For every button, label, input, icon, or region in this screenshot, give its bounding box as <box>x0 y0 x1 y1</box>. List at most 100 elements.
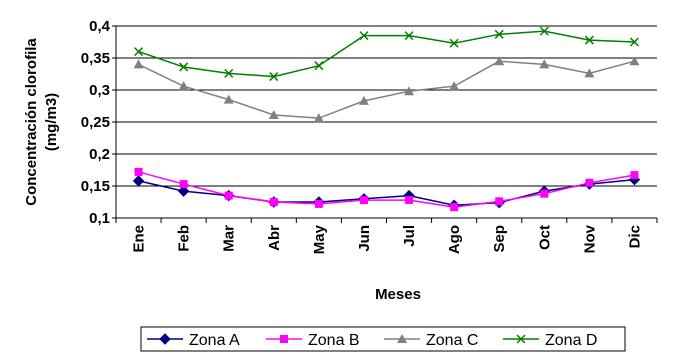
marker-stroke <box>584 35 594 45</box>
data-point <box>630 171 639 180</box>
series-group <box>132 26 641 212</box>
series-zona-b <box>134 167 639 212</box>
data-point <box>134 167 143 176</box>
data-point <box>404 31 414 41</box>
legend-box <box>140 326 626 352</box>
data-point <box>585 178 594 187</box>
marker-stroke <box>224 68 234 78</box>
marker-stroke <box>179 62 189 72</box>
x-tick-label: Nov <box>581 224 598 253</box>
x-axis-title: Meses <box>375 286 421 303</box>
data-point <box>584 68 595 78</box>
marker-stroke <box>449 38 459 48</box>
x-tick-label: Dic <box>626 225 643 248</box>
data-point <box>404 86 415 96</box>
x-tick-label: Mar <box>221 225 238 252</box>
x-tick-label: Sep <box>491 225 508 253</box>
y-tick-label: 0,1 <box>89 210 110 227</box>
series-zona-d <box>134 26 639 82</box>
data-point <box>177 185 190 197</box>
data-point <box>540 189 549 198</box>
axes <box>112 25 658 223</box>
data-point <box>494 29 504 39</box>
marker-stroke <box>314 61 324 71</box>
y-axis-title-line2: (mg/m3) <box>43 93 60 151</box>
data-point <box>494 56 505 66</box>
series-line <box>138 171 635 208</box>
y-tick-label: 0,15 <box>81 178 110 195</box>
data-point <box>359 196 368 205</box>
x-tick-label: May <box>311 224 328 254</box>
x-tick-label: Jun <box>356 225 373 252</box>
y-tick-label: 0,25 <box>81 114 110 131</box>
marker-stroke <box>404 31 414 41</box>
data-point <box>539 26 549 36</box>
data-point <box>629 56 640 66</box>
y-tick-label: 0,35 <box>81 50 110 67</box>
data-point <box>405 196 414 205</box>
legend-marker <box>397 334 407 343</box>
marker-stroke <box>134 47 144 57</box>
marker-stroke <box>539 26 549 36</box>
x-tick-label: Abr <box>266 225 283 251</box>
x-tick-label: Oct <box>536 225 553 250</box>
gridlines <box>116 25 657 187</box>
data-point <box>179 180 188 189</box>
legend-entry: Zona D <box>503 332 597 349</box>
series-zona-c <box>133 56 640 123</box>
series-zona-a <box>132 173 641 211</box>
data-point <box>629 37 639 47</box>
marker-stroke <box>629 37 639 47</box>
y-tick-labels: 0,1 0,15 0,2 0,25 0,3 0,35 0,4 <box>81 18 111 227</box>
legend-label: Zona C <box>426 332 478 349</box>
data-point <box>134 47 144 57</box>
series-line <box>138 60 635 119</box>
legend-label: Zona A <box>189 332 240 349</box>
data-point <box>132 175 145 187</box>
data-point <box>269 198 278 206</box>
y-tick-label: 0,3 <box>89 82 110 99</box>
x-tick-label: Feb <box>176 225 193 252</box>
legend-label: Zona D <box>545 332 597 349</box>
data-point <box>133 59 144 69</box>
marker-stroke <box>494 29 504 39</box>
data-point <box>539 59 550 69</box>
x-tick-label: Jul <box>401 225 418 247</box>
data-point <box>223 94 234 104</box>
legend-marker <box>159 333 171 345</box>
data-point <box>449 38 459 48</box>
data-point <box>450 203 459 212</box>
data-point <box>179 62 189 72</box>
series-line <box>138 178 635 206</box>
legend-marker <box>280 335 288 343</box>
y-tick-label: 0,4 <box>89 18 111 35</box>
data-point <box>224 191 233 200</box>
x-tick-label: Ene <box>131 225 148 253</box>
data-point <box>224 68 234 78</box>
data-point <box>178 81 189 91</box>
legend: Zona A Zona B Zona C Zona D <box>140 326 626 352</box>
y-axis-title-line1: Concentración clorofila <box>23 38 40 206</box>
data-point <box>584 35 594 45</box>
data-point <box>358 95 369 105</box>
data-point <box>268 109 279 119</box>
legend-entry: Zona C <box>384 332 478 349</box>
series-line <box>138 30 635 78</box>
x-tick-labels: Ene Feb Mar Abr May Jun Jul Ago Sep Oct Nov Dic <box>131 224 644 254</box>
y-tick-label: 0,2 <box>89 146 110 163</box>
legend-entry: Zona B <box>266 332 360 349</box>
legend-entry: Zona A <box>147 332 240 349</box>
legend-marker <box>516 334 526 344</box>
x-tick-label: Ago <box>446 225 463 254</box>
data-point <box>359 31 369 41</box>
data-point <box>269 72 279 82</box>
data-point <box>313 113 324 123</box>
data-point <box>314 199 323 208</box>
legend-label: Zona B <box>308 332 360 349</box>
data-point <box>314 61 324 71</box>
marker-stroke <box>269 72 279 82</box>
data-point <box>495 197 504 206</box>
data-point <box>449 81 460 91</box>
marker-stroke <box>516 334 526 344</box>
